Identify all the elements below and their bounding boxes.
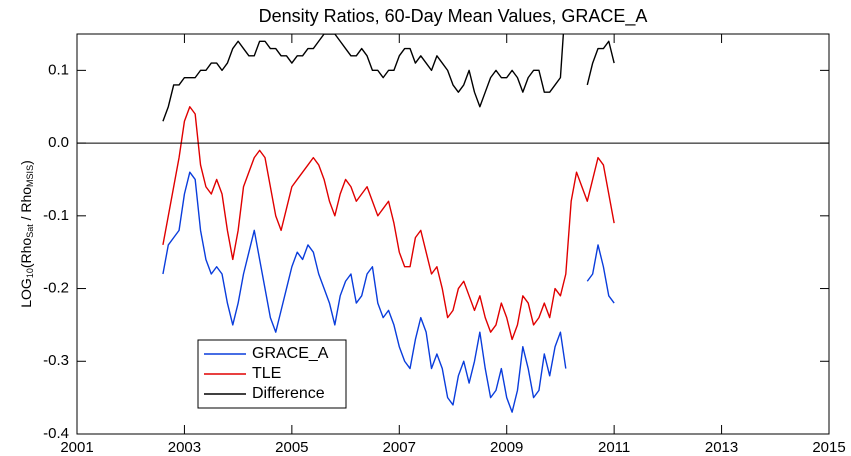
y-label-text: LOG	[18, 278, 34, 308]
y-label-subscript: Sat	[25, 224, 35, 238]
y-tick-label: 0.1	[48, 61, 69, 78]
x-tick-label: 2015	[812, 439, 845, 456]
y-tick-label: -0.2	[43, 280, 69, 297]
x-tick-label: 2007	[383, 439, 416, 456]
x-tick-label: 2003	[168, 439, 201, 456]
series-line	[162, 171, 615, 413]
x-tick-label: 2005	[275, 439, 308, 456]
legend-label: GRACE_A	[252, 345, 329, 362]
plot-frame	[76, 33, 830, 435]
x-tick-label: 2009	[490, 439, 523, 456]
chart-title: Density Ratios, 60-Day Mean Values, GRAC…	[259, 6, 648, 27]
x-tick-label: 2001	[60, 439, 93, 456]
y-label-subscript: MSIS	[25, 165, 35, 187]
y-axis-label: LOG10(RhoSat / RhoMSIS)	[18, 160, 36, 308]
series-line	[162, 106, 615, 341]
y-tick-label: 0.0	[48, 134, 69, 151]
y-label-text: / Rho	[18, 187, 34, 225]
x-tick-label: 2013	[705, 439, 738, 456]
legend-label: Difference	[252, 385, 325, 402]
legend-label: TLE	[252, 365, 281, 382]
y-label-text: )	[18, 160, 34, 165]
y-tick-label: -0.1	[43, 207, 69, 224]
y-label-subscript: 10	[25, 268, 35, 278]
plot-lines	[162, 34, 615, 413]
series-line	[162, 34, 615, 122]
x-tick-label: 2011	[598, 439, 630, 456]
y-label-text: (Rho	[18, 238, 34, 269]
y-tick-label: -0.4	[43, 425, 69, 442]
y-tick-label: -0.3	[43, 352, 69, 369]
